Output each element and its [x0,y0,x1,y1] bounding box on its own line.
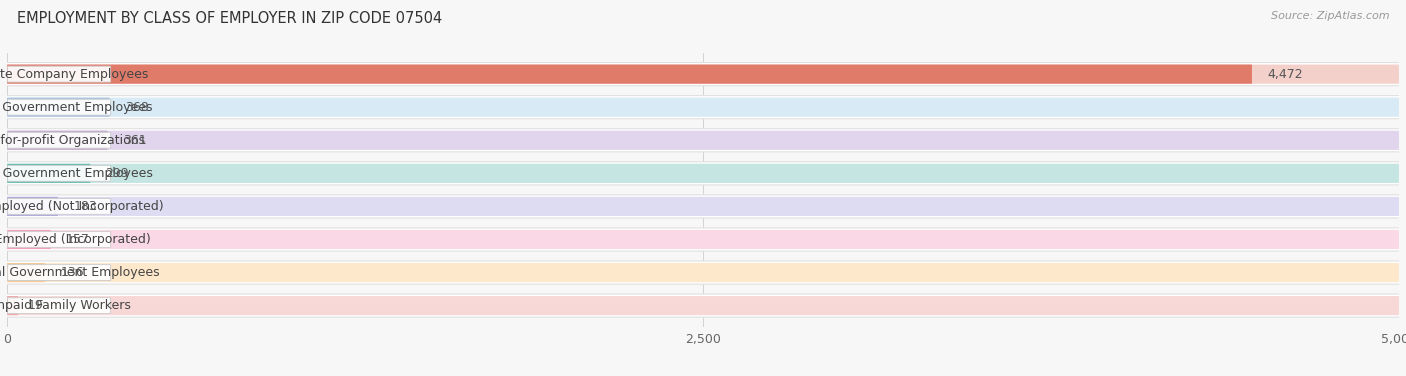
FancyBboxPatch shape [6,294,1400,317]
Text: 183: 183 [73,200,97,213]
FancyBboxPatch shape [7,65,1251,84]
FancyBboxPatch shape [7,230,1399,249]
Text: 368: 368 [125,101,149,114]
Text: Private Company Employees: Private Company Employees [0,68,149,80]
FancyBboxPatch shape [7,263,45,282]
Text: 299: 299 [105,167,129,180]
FancyBboxPatch shape [6,228,1400,251]
FancyBboxPatch shape [7,65,1399,84]
FancyBboxPatch shape [7,98,110,117]
Text: Federal Government Employees: Federal Government Employees [0,266,159,279]
Text: Self-Employed (Incorporated): Self-Employed (Incorporated) [0,233,150,246]
Text: Local Government Employees: Local Government Employees [0,167,152,180]
FancyBboxPatch shape [7,265,111,280]
Text: State Government Employees: State Government Employees [0,101,153,114]
FancyBboxPatch shape [7,99,111,115]
Text: 4,472: 4,472 [1267,68,1303,80]
FancyBboxPatch shape [7,263,1399,282]
FancyBboxPatch shape [7,98,1399,117]
FancyBboxPatch shape [7,298,111,314]
FancyBboxPatch shape [6,195,1400,218]
FancyBboxPatch shape [6,261,1400,284]
FancyBboxPatch shape [7,230,51,249]
FancyBboxPatch shape [7,232,111,247]
Text: 361: 361 [122,134,146,147]
Text: 157: 157 [66,233,90,246]
FancyBboxPatch shape [7,66,111,82]
FancyBboxPatch shape [7,131,107,150]
FancyBboxPatch shape [7,131,1399,150]
Text: Not-for-profit Organizations: Not-for-profit Organizations [0,134,145,147]
FancyBboxPatch shape [7,296,1399,315]
FancyBboxPatch shape [7,197,58,216]
Text: Self-Employed (Not Incorporated): Self-Employed (Not Incorporated) [0,200,165,213]
Text: Unpaid Family Workers: Unpaid Family Workers [0,299,131,312]
FancyBboxPatch shape [7,164,1399,183]
FancyBboxPatch shape [7,296,18,315]
FancyBboxPatch shape [6,129,1400,152]
FancyBboxPatch shape [7,132,111,148]
FancyBboxPatch shape [7,164,90,183]
Text: EMPLOYMENT BY CLASS OF EMPLOYER IN ZIP CODE 07504: EMPLOYMENT BY CLASS OF EMPLOYER IN ZIP C… [17,11,441,26]
FancyBboxPatch shape [6,162,1400,185]
FancyBboxPatch shape [6,96,1400,119]
FancyBboxPatch shape [7,199,111,214]
Text: Source: ZipAtlas.com: Source: ZipAtlas.com [1271,11,1389,21]
FancyBboxPatch shape [7,165,111,181]
Text: 19: 19 [28,299,44,312]
FancyBboxPatch shape [7,197,1399,216]
FancyBboxPatch shape [6,62,1400,86]
Text: 136: 136 [60,266,84,279]
